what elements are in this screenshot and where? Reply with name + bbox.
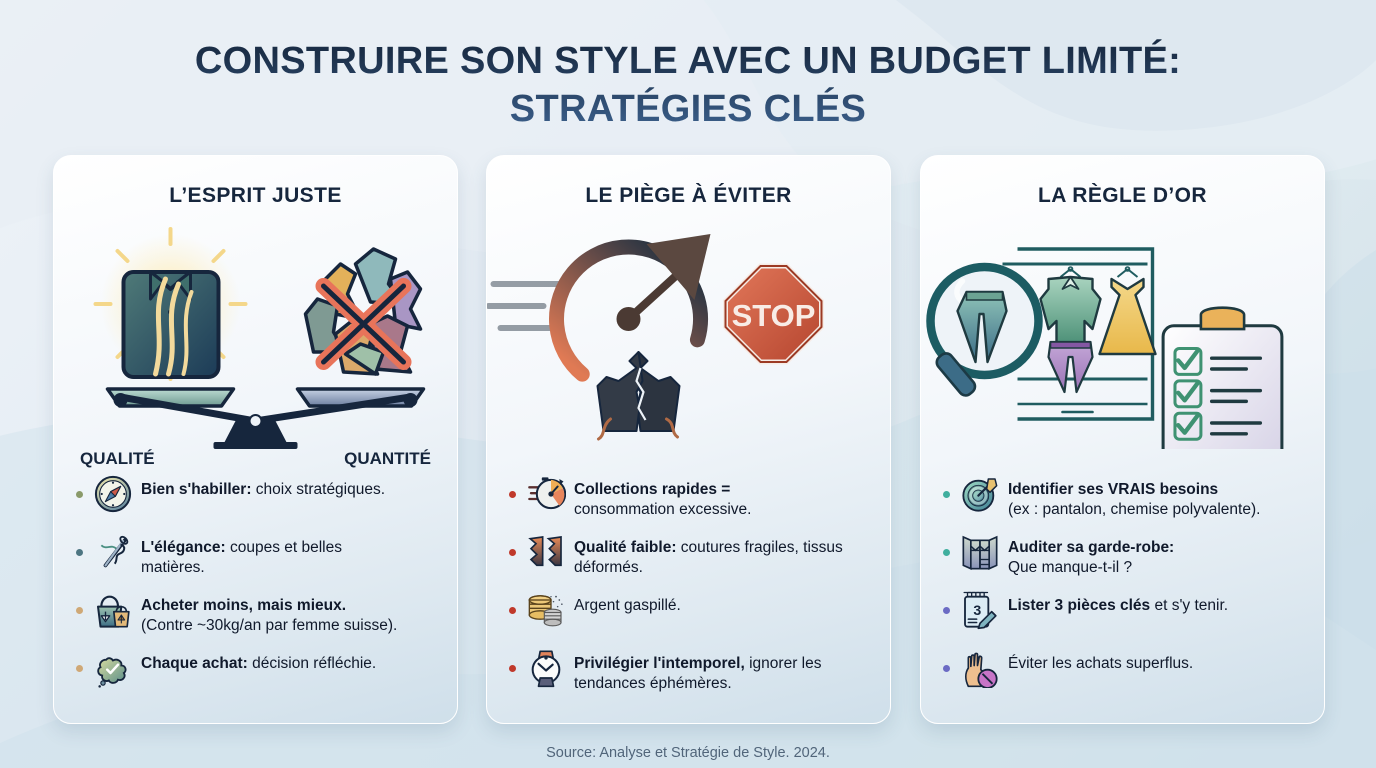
svg-text:3: 3 — [973, 603, 981, 619]
svg-text:STOP: STOP — [732, 298, 816, 333]
